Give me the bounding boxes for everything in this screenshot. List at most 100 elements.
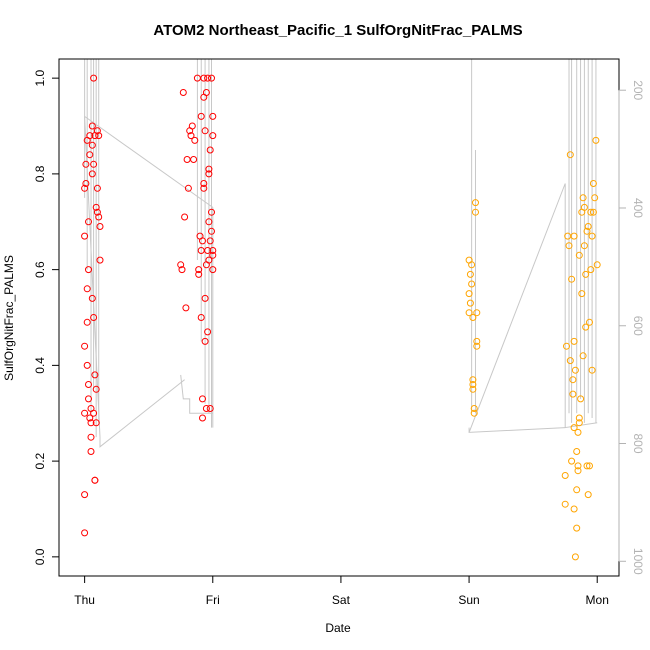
- altitude-line-segment: [468, 427, 566, 433]
- data-point: [466, 270, 474, 278]
- data-point: [206, 237, 214, 245]
- data-point: [566, 357, 574, 365]
- data-point: [179, 89, 187, 96]
- data-point: [92, 419, 100, 427]
- data-point: [93, 208, 101, 216]
- data-point: [200, 180, 208, 187]
- data-point: [183, 156, 191, 163]
- data-point: [573, 486, 581, 494]
- data-point: [472, 199, 479, 207]
- data-point: [473, 342, 481, 350]
- data-point: [202, 405, 210, 412]
- data-point: [96, 223, 104, 230]
- altitude-line-segment: [84, 116, 185, 448]
- y2-tick-label: 200: [631, 80, 645, 100]
- data-point: [209, 132, 217, 140]
- data-point: [577, 395, 585, 403]
- data-point: [81, 409, 89, 417]
- data-point: [82, 160, 90, 168]
- data-point: [83, 361, 91, 369]
- data-point: [88, 294, 96, 302]
- altitude-line-segment: [84, 115, 214, 208]
- data-point: [568, 457, 576, 465]
- data-point: [563, 342, 570, 350]
- data-point: [204, 247, 212, 254]
- data-point: [90, 409, 98, 417]
- data-point: [575, 419, 583, 427]
- data-point: [205, 165, 213, 173]
- data-point: [204, 74, 212, 82]
- data-point: [579, 352, 587, 360]
- data-point: [200, 74, 208, 82]
- data-point: [187, 132, 195, 140]
- data-point: [571, 366, 579, 374]
- data-point: [197, 112, 205, 120]
- data-point: [469, 381, 477, 388]
- data-point: [571, 553, 579, 561]
- data-point: [87, 433, 95, 441]
- data-point: [81, 342, 89, 350]
- data-point: [584, 491, 592, 499]
- data-point: [570, 232, 578, 240]
- data-point: [579, 194, 587, 202]
- data-point: [96, 256, 104, 264]
- data-point: [592, 136, 600, 144]
- data-point: [184, 184, 192, 192]
- data-point: [208, 74, 215, 82]
- data-point: [208, 227, 215, 235]
- data-point: [191, 136, 199, 144]
- data-point: [208, 208, 215, 216]
- y2-tick-label: 400: [631, 198, 645, 218]
- data-point: [88, 122, 96, 130]
- y-tick-label: 0.2: [33, 452, 47, 469]
- data-point: [202, 89, 210, 96]
- data-point: [204, 328, 212, 336]
- y2-tick-label: 1000: [631, 548, 645, 575]
- data-point: [177, 261, 185, 269]
- data-point: [88, 170, 96, 178]
- data-point: [195, 270, 203, 278]
- y-tick-label: 0.8: [33, 165, 47, 182]
- data-point: [469, 376, 477, 384]
- data-point: [591, 194, 599, 202]
- data-point: [86, 151, 94, 159]
- data-point: [588, 232, 596, 240]
- data-point: [91, 476, 99, 484]
- data-point: [178, 266, 186, 274]
- data-point: [92, 203, 100, 211]
- data-point: [206, 405, 214, 412]
- data-point: [573, 524, 581, 532]
- data-point: [206, 146, 214, 154]
- data-point: [593, 261, 601, 269]
- data-point: [570, 505, 578, 513]
- data-point: [561, 472, 569, 479]
- data-point: [81, 232, 89, 240]
- data-point: [93, 184, 101, 192]
- y-tick-label: 0.6: [33, 261, 47, 278]
- data-point: [586, 318, 593, 326]
- data-point: [199, 414, 206, 422]
- data-point: [195, 266, 203, 274]
- data-point: [469, 314, 477, 321]
- data-point: [87, 419, 95, 427]
- data-point: [470, 405, 478, 412]
- data-point: [81, 529, 89, 537]
- x-tick-label: Fri: [206, 593, 220, 607]
- data-point: [91, 371, 99, 379]
- x-axis-label: Date: [325, 621, 351, 635]
- data-point: [470, 409, 478, 417]
- altitude-line-segment: [180, 374, 213, 414]
- data-point: [182, 304, 190, 312]
- data-point: [95, 132, 103, 140]
- data-point: [584, 223, 592, 230]
- data-point: [473, 309, 481, 317]
- data-point: [93, 127, 101, 135]
- data-point: [468, 261, 476, 269]
- data-point: [582, 323, 590, 331]
- data-point: [566, 151, 574, 159]
- data-point: [589, 180, 597, 187]
- plot-frame: [58, 58, 620, 577]
- data-point: [468, 280, 476, 288]
- data-point: [575, 414, 583, 422]
